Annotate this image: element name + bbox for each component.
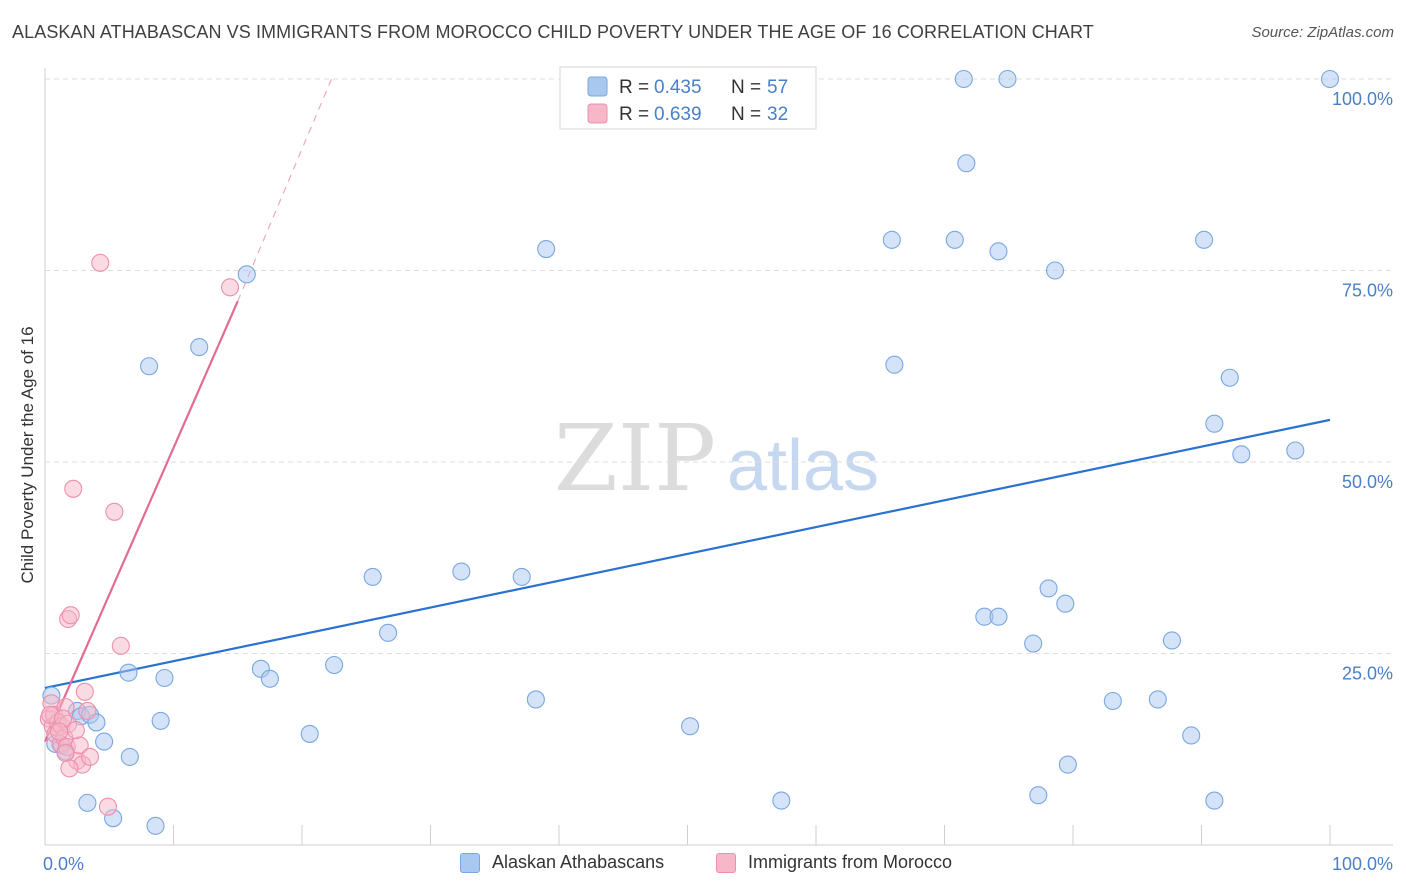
point-morocco-29 [60, 759, 79, 778]
point-athabascans-23 [363, 567, 382, 586]
point-athabascans-51 [1205, 791, 1224, 810]
point-athabascans-44 [1056, 594, 1075, 613]
x-tick-label-right: 100.0% [1332, 854, 1393, 874]
point-morocco-21 [91, 253, 110, 272]
point-athabascans-42 [1039, 579, 1058, 598]
point-athabascans-47 [1148, 690, 1167, 709]
legend-item-athabascans: Alaskan Athabascans [460, 852, 664, 873]
point-athabascans-55 [1286, 441, 1305, 460]
legend-r-label-2: R = [619, 104, 649, 125]
legend-r-value-1: 0.435 [654, 77, 702, 98]
trendline-athabascans [44, 418, 1331, 690]
point-athabascans-24 [379, 623, 398, 642]
point-morocco-28 [56, 744, 75, 763]
legend-n-value-2: 32 [767, 104, 788, 125]
point-athabascans-27 [526, 690, 545, 709]
point-athabascans-22 [325, 655, 344, 675]
point-athabascans-48 [1162, 631, 1181, 650]
legend-box: R = 0.435 N = 57 R = 0.639 N = 32 [559, 66, 817, 130]
point-athabascans-21 [300, 724, 319, 743]
legend-swatch-athabascans [460, 852, 480, 873]
point-athabascans-11 [119, 663, 138, 682]
point-athabascans-12 [120, 747, 139, 766]
point-athabascans-38 [989, 607, 1008, 626]
legend-r-value-2: 0.639 [654, 104, 702, 125]
point-athabascans-15 [151, 711, 170, 730]
point-athabascans-54 [1232, 445, 1251, 464]
legend-swatch-blue [587, 76, 608, 97]
point-morocco-20 [80, 747, 100, 766]
legend-label-morocco: Immigrants from Morocco [748, 852, 953, 872]
legend-n-value-1: 57 [767, 77, 788, 98]
point-athabascans-34 [954, 69, 973, 89]
watermark-atlas: atlas [727, 426, 879, 506]
point-athabascans-32 [885, 355, 904, 374]
point-athabascans-40 [1024, 634, 1043, 653]
point-morocco-31 [50, 722, 69, 741]
point-athabascans-17 [190, 338, 209, 357]
point-athabascans-41 [1029, 786, 1048, 805]
source-label: Source: ZipAtlas.com [1251, 24, 1394, 41]
point-morocco-30 [66, 721, 85, 740]
point-morocco-22 [98, 797, 118, 816]
point-athabascans-53 [1220, 368, 1239, 387]
point-athabascans-28 [537, 240, 556, 259]
point-athabascans-16 [155, 668, 174, 688]
point-athabascans-20 [260, 669, 279, 688]
point-athabascans-45 [1058, 755, 1077, 774]
point-athabascans-9 [78, 793, 97, 812]
point-morocco-13 [61, 606, 80, 625]
y-tick-label-0: 25.0% [1342, 664, 1393, 684]
point-athabascans-52 [1205, 414, 1224, 433]
point-athabascans-49 [1182, 726, 1201, 745]
legend-n-label-2: N = [731, 104, 761, 125]
point-athabascans-25 [452, 562, 471, 581]
x-tick-label-left: 0.0% [43, 854, 84, 874]
legend-item-morocco: Immigrants from Morocco [716, 852, 952, 873]
point-athabascans-8 [95, 732, 114, 751]
point-morocco-19 [78, 701, 97, 721]
point-athabascans-37 [989, 242, 1008, 261]
chart-title: ALASKAN ATHABASCAN VS IMMIGRANTS FROM MO… [12, 22, 1094, 42]
point-morocco-24 [111, 636, 130, 655]
point-athabascans-39 [998, 69, 1017, 89]
point-athabascans-46 [1103, 691, 1122, 711]
legend-swatch-pink [587, 103, 608, 124]
point-athabascans-31 [882, 230, 901, 249]
trendline-morocco [43, 300, 239, 743]
point-athabascans-18 [237, 265, 256, 284]
y-tick-label-1: 50.0% [1342, 472, 1393, 492]
point-athabascans-26 [512, 567, 531, 586]
point-athabascans-35 [957, 154, 976, 173]
point-morocco-25 [220, 278, 240, 297]
y-tick-label-3: 100.0% [1332, 89, 1393, 109]
point-athabascans-29 [681, 717, 700, 736]
point-athabascans-43 [1045, 261, 1065, 280]
y-tick-label-2: 75.0% [1342, 281, 1393, 301]
legend-label-athabascans: Alaskan Athabascans [492, 852, 665, 872]
point-athabascans-33 [945, 230, 964, 249]
legend-swatch-morocco [716, 852, 736, 873]
point-athabascans-13 [140, 357, 159, 376]
bottom-legend: Alaskan Athabascans Immigrants from Moro… [0, 852, 1406, 876]
point-morocco-23 [105, 502, 124, 521]
watermark-zip: ZIP [554, 405, 716, 512]
trendline-morocco-extension [237, 78, 333, 302]
point-athabascans-14 [146, 816, 165, 835]
point-athabascans-50 [1195, 230, 1214, 249]
point-athabascans-30 [772, 791, 791, 810]
legend-n-label-1: N = [731, 77, 761, 98]
point-morocco-18 [75, 682, 94, 701]
point-athabascans-56 [1320, 69, 1340, 89]
point-morocco-14 [64, 479, 83, 498]
legend-r-label-1: R = [619, 77, 649, 98]
